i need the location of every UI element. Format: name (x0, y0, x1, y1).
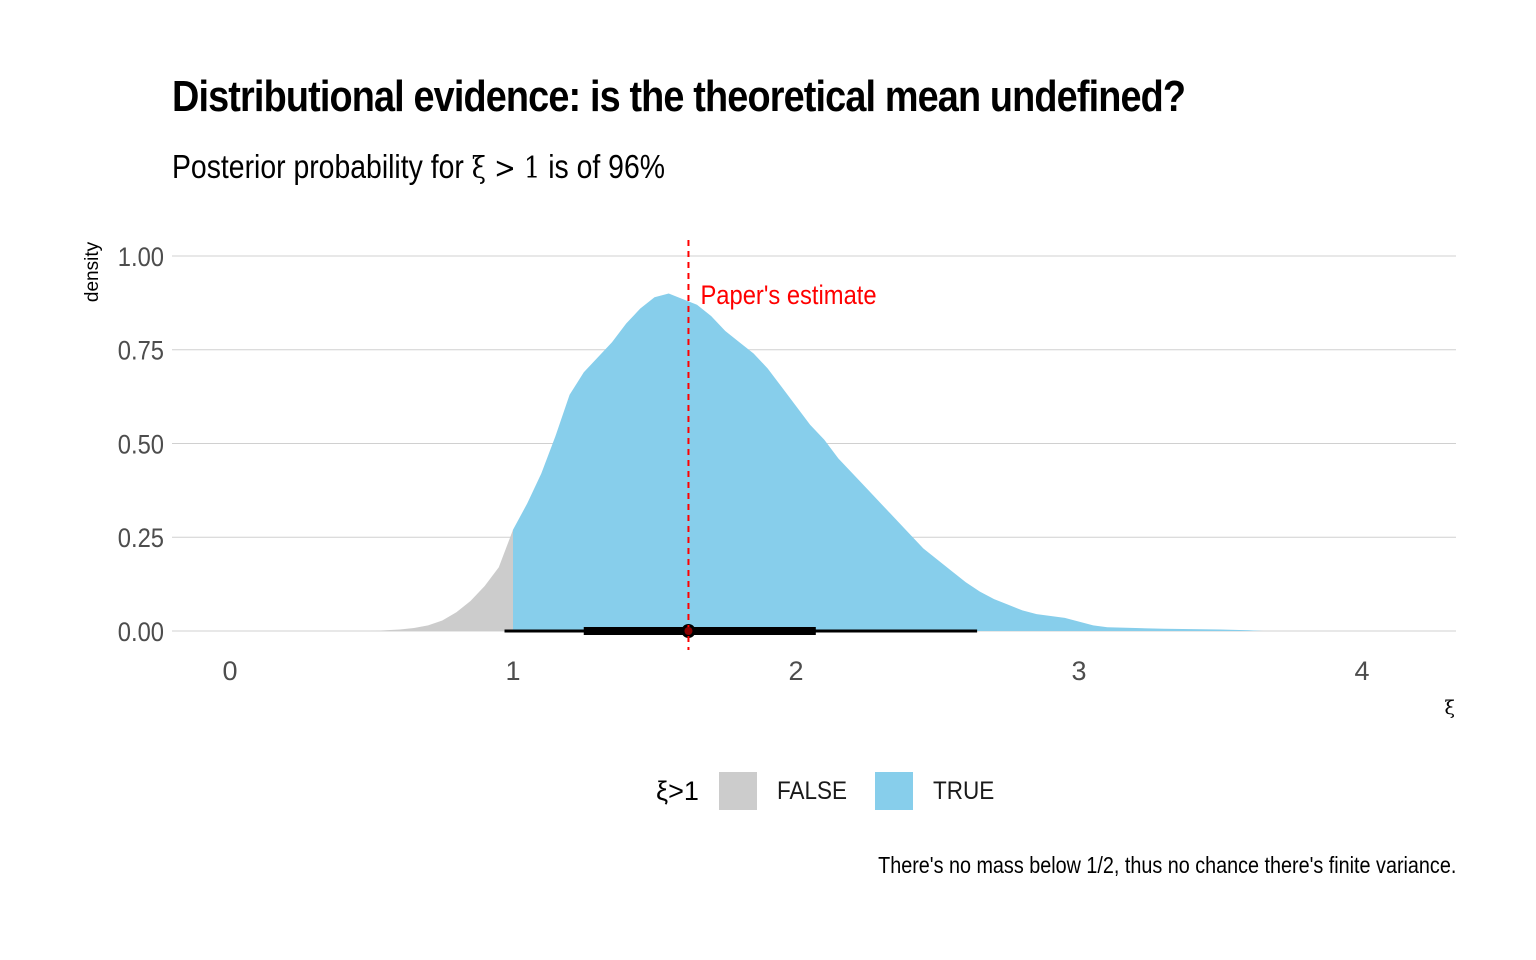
y-tick-label: 0.25 (118, 524, 164, 554)
legend-label-true: TRUE (932, 776, 994, 805)
density-area-true (513, 293, 1263, 631)
subtitle-math: ξ > 1 (471, 151, 541, 186)
y-tick-label: 0.50 (118, 430, 164, 460)
legend-key-false (718, 772, 757, 810)
reference-point (684, 627, 693, 635)
legend-label-false: FALSE (776, 776, 847, 805)
subtitle-suffix: is of 96% (540, 148, 665, 185)
legend-title: ξ>1 (656, 775, 699, 806)
y-tick-label: 1.00 (118, 243, 164, 273)
y-tick-label: 0.75 (118, 336, 164, 366)
subtitle-prefix: Posterior probability for (172, 148, 472, 185)
chart-title: Distributional evidence: is the theoreti… (172, 72, 1186, 121)
legend: ξ>1 FALSE TRUE (656, 772, 1021, 810)
x-axis-label: ξ (1445, 697, 1455, 719)
chart-subtitle: Posterior probability for ξ > 1 is of 96… (172, 148, 665, 186)
reference-label: Paper's estimate (700, 281, 876, 311)
x-tick-label: 4 (1354, 656, 1369, 686)
chart-caption: There's no mass below 1/2, thus no chanc… (877, 852, 1456, 878)
x-tick-label: 3 (1071, 656, 1086, 686)
y-axis-label: density (82, 241, 103, 302)
x-tick-label: 0 (222, 656, 237, 686)
density-area-false (371, 529, 513, 631)
legend-key-true (874, 772, 913, 810)
y-tick-label: 0.00 (118, 618, 164, 648)
x-tick-label: 1 (505, 656, 520, 686)
x-tick-label: 2 (788, 656, 803, 686)
